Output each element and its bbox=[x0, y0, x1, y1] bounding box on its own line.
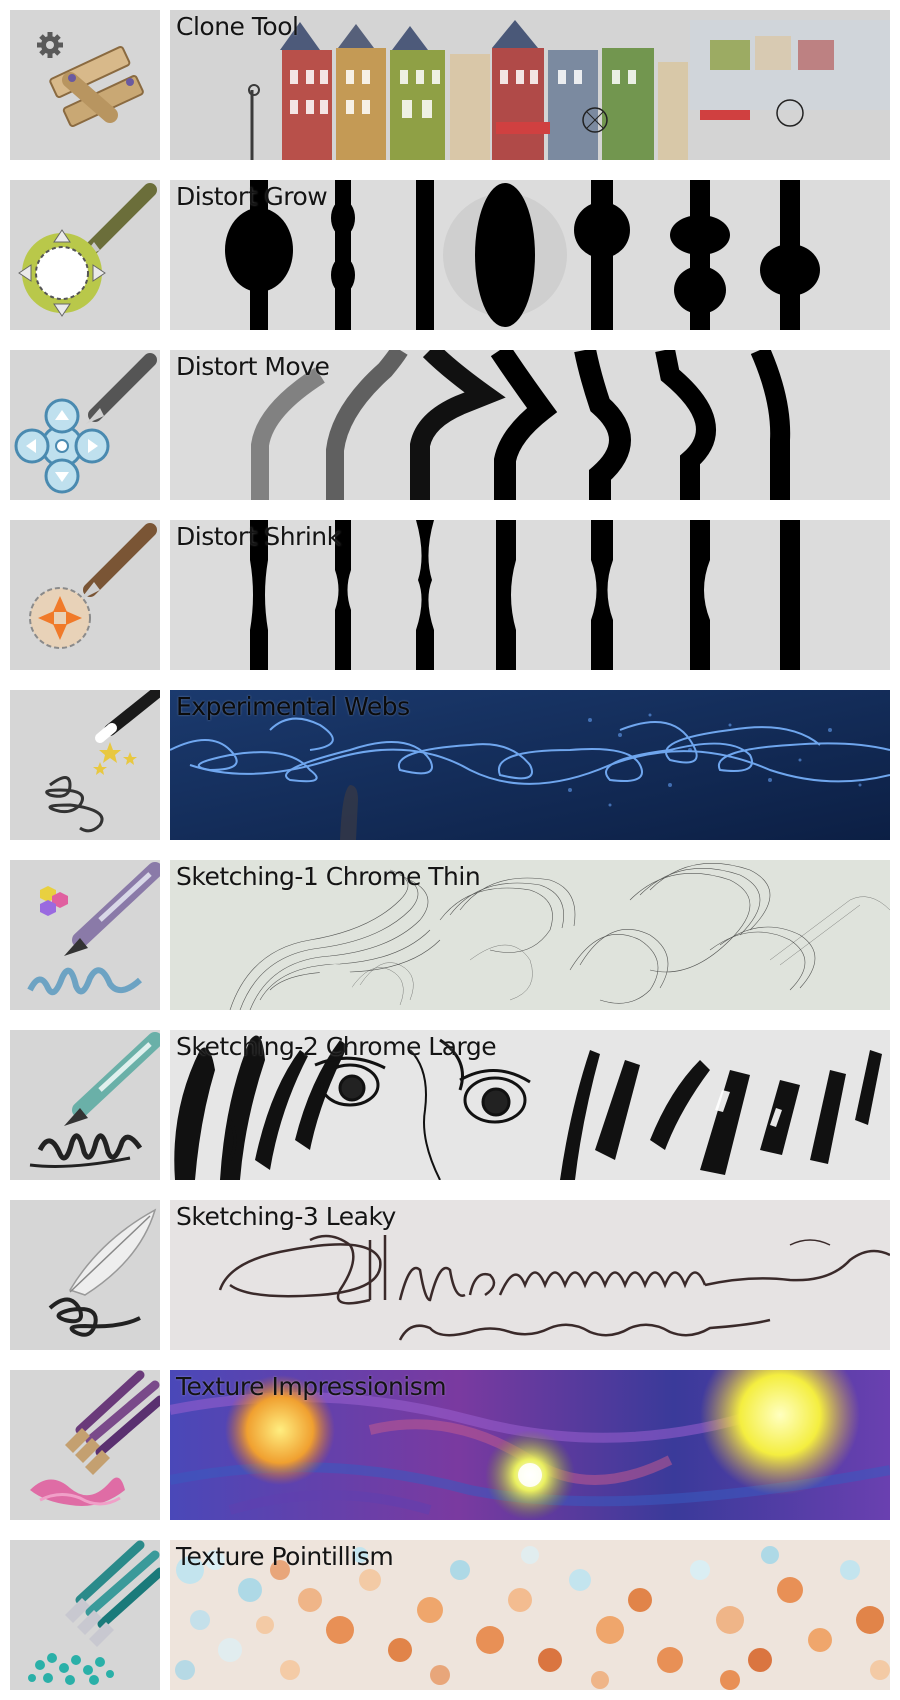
impressionism-preview-art bbox=[170, 1370, 890, 1520]
pointillism-preview-art bbox=[170, 1540, 890, 1690]
brush-row-distort-grow[interactable]: Distort Grow bbox=[0, 180, 900, 330]
brush-name: Texture Impressionism bbox=[176, 1372, 447, 1401]
brush-icon-tile bbox=[10, 1540, 160, 1690]
magic-wand-icon bbox=[45, 690, 160, 833]
brush-row-distort-move[interactable]: Distort Move bbox=[0, 350, 900, 500]
brush-preview: Distort Shrink bbox=[170, 520, 890, 670]
brush-preview: Sketching-3 Leaky bbox=[170, 1200, 890, 1350]
brush-preview: Clone Tool bbox=[170, 10, 890, 160]
distort-shrink-icon bbox=[29, 523, 157, 649]
brush-name: Distort Move bbox=[176, 352, 330, 381]
brush-name: Distort Grow bbox=[176, 182, 328, 211]
brush-preview: Distort Move bbox=[170, 350, 890, 500]
clone-preview-art bbox=[170, 10, 890, 160]
brush-icon-tile bbox=[10, 1030, 160, 1180]
brush-name: Texture Pointillism bbox=[176, 1542, 394, 1571]
webs-preview-art bbox=[170, 690, 890, 840]
distort-grow-icon bbox=[18, 183, 157, 317]
brush-name: Experimental Webs bbox=[176, 692, 410, 721]
distort-grow-preview-art bbox=[170, 180, 890, 330]
distort-move-preview-art bbox=[170, 350, 890, 500]
chrome-large-preview-art bbox=[170, 1030, 890, 1180]
brush-name: Clone Tool bbox=[176, 12, 299, 41]
pointillism-brushes-icon bbox=[28, 1540, 160, 1685]
brush-icon-tile bbox=[10, 10, 160, 160]
brush-name: Sketching-1 Chrome Thin bbox=[176, 862, 481, 891]
brush-preview: Experimental Webs bbox=[170, 690, 890, 840]
distort-shrink-preview-art bbox=[170, 520, 890, 670]
brush-preview: Texture Pointillism bbox=[170, 1540, 890, 1690]
brush-preview: Sketching-1 Chrome Thin bbox=[170, 860, 890, 1010]
brush-row-sketching-3-leaky[interactable]: Sketching-3 Leaky bbox=[0, 1200, 900, 1350]
brush-row-texture-impressionism[interactable]: Texture Impressionism bbox=[0, 1370, 900, 1520]
brush-row-sketching-1-chrome-thin[interactable]: Sketching-1 Chrome Thin bbox=[0, 860, 900, 1010]
chrome-pen-large-icon bbox=[29, 1032, 160, 1168]
brush-preview: Sketching-2 Chrome Large bbox=[170, 1030, 890, 1180]
brush-icon-tile bbox=[10, 180, 160, 330]
brush-preview: Distort Grow bbox=[170, 180, 890, 330]
leaky-preview-art bbox=[170, 1200, 890, 1350]
brush-icon-tile bbox=[10, 520, 160, 670]
brush-row-distort-shrink[interactable]: Distort Shrink bbox=[0, 520, 900, 670]
brush-row-clone-tool[interactable]: Clone Tool bbox=[0, 10, 900, 160]
brush-preview: Texture Impressionism bbox=[170, 1370, 890, 1520]
distort-move-icon bbox=[14, 353, 157, 494]
brush-icon-tile bbox=[10, 1200, 160, 1350]
brush-row-sketching-2-chrome-large[interactable]: Sketching-2 Chrome Large bbox=[0, 1030, 900, 1180]
chrome-thin-preview-art bbox=[170, 860, 890, 1010]
brush-icon-tile bbox=[10, 860, 160, 1010]
feather-quill-icon bbox=[48, 1208, 157, 1337]
brush-name: Distort Shrink bbox=[176, 522, 341, 551]
brush-name: Sketching-3 Leaky bbox=[176, 1202, 396, 1231]
brush-icon-tile bbox=[10, 350, 160, 500]
chrome-pen-icon bbox=[27, 862, 160, 996]
brush-icon-tile bbox=[10, 690, 160, 840]
clone-stamp-icon bbox=[37, 32, 144, 128]
brush-row-experimental-webs[interactable]: Experimental Webs bbox=[0, 690, 900, 840]
brush-icon-tile bbox=[10, 1370, 160, 1520]
brush-row-texture-pointillism[interactable]: Texture Pointillism bbox=[0, 1540, 900, 1690]
paintbrushes-icon bbox=[30, 1370, 160, 1506]
brush-name: Sketching-2 Chrome Large bbox=[176, 1032, 497, 1061]
